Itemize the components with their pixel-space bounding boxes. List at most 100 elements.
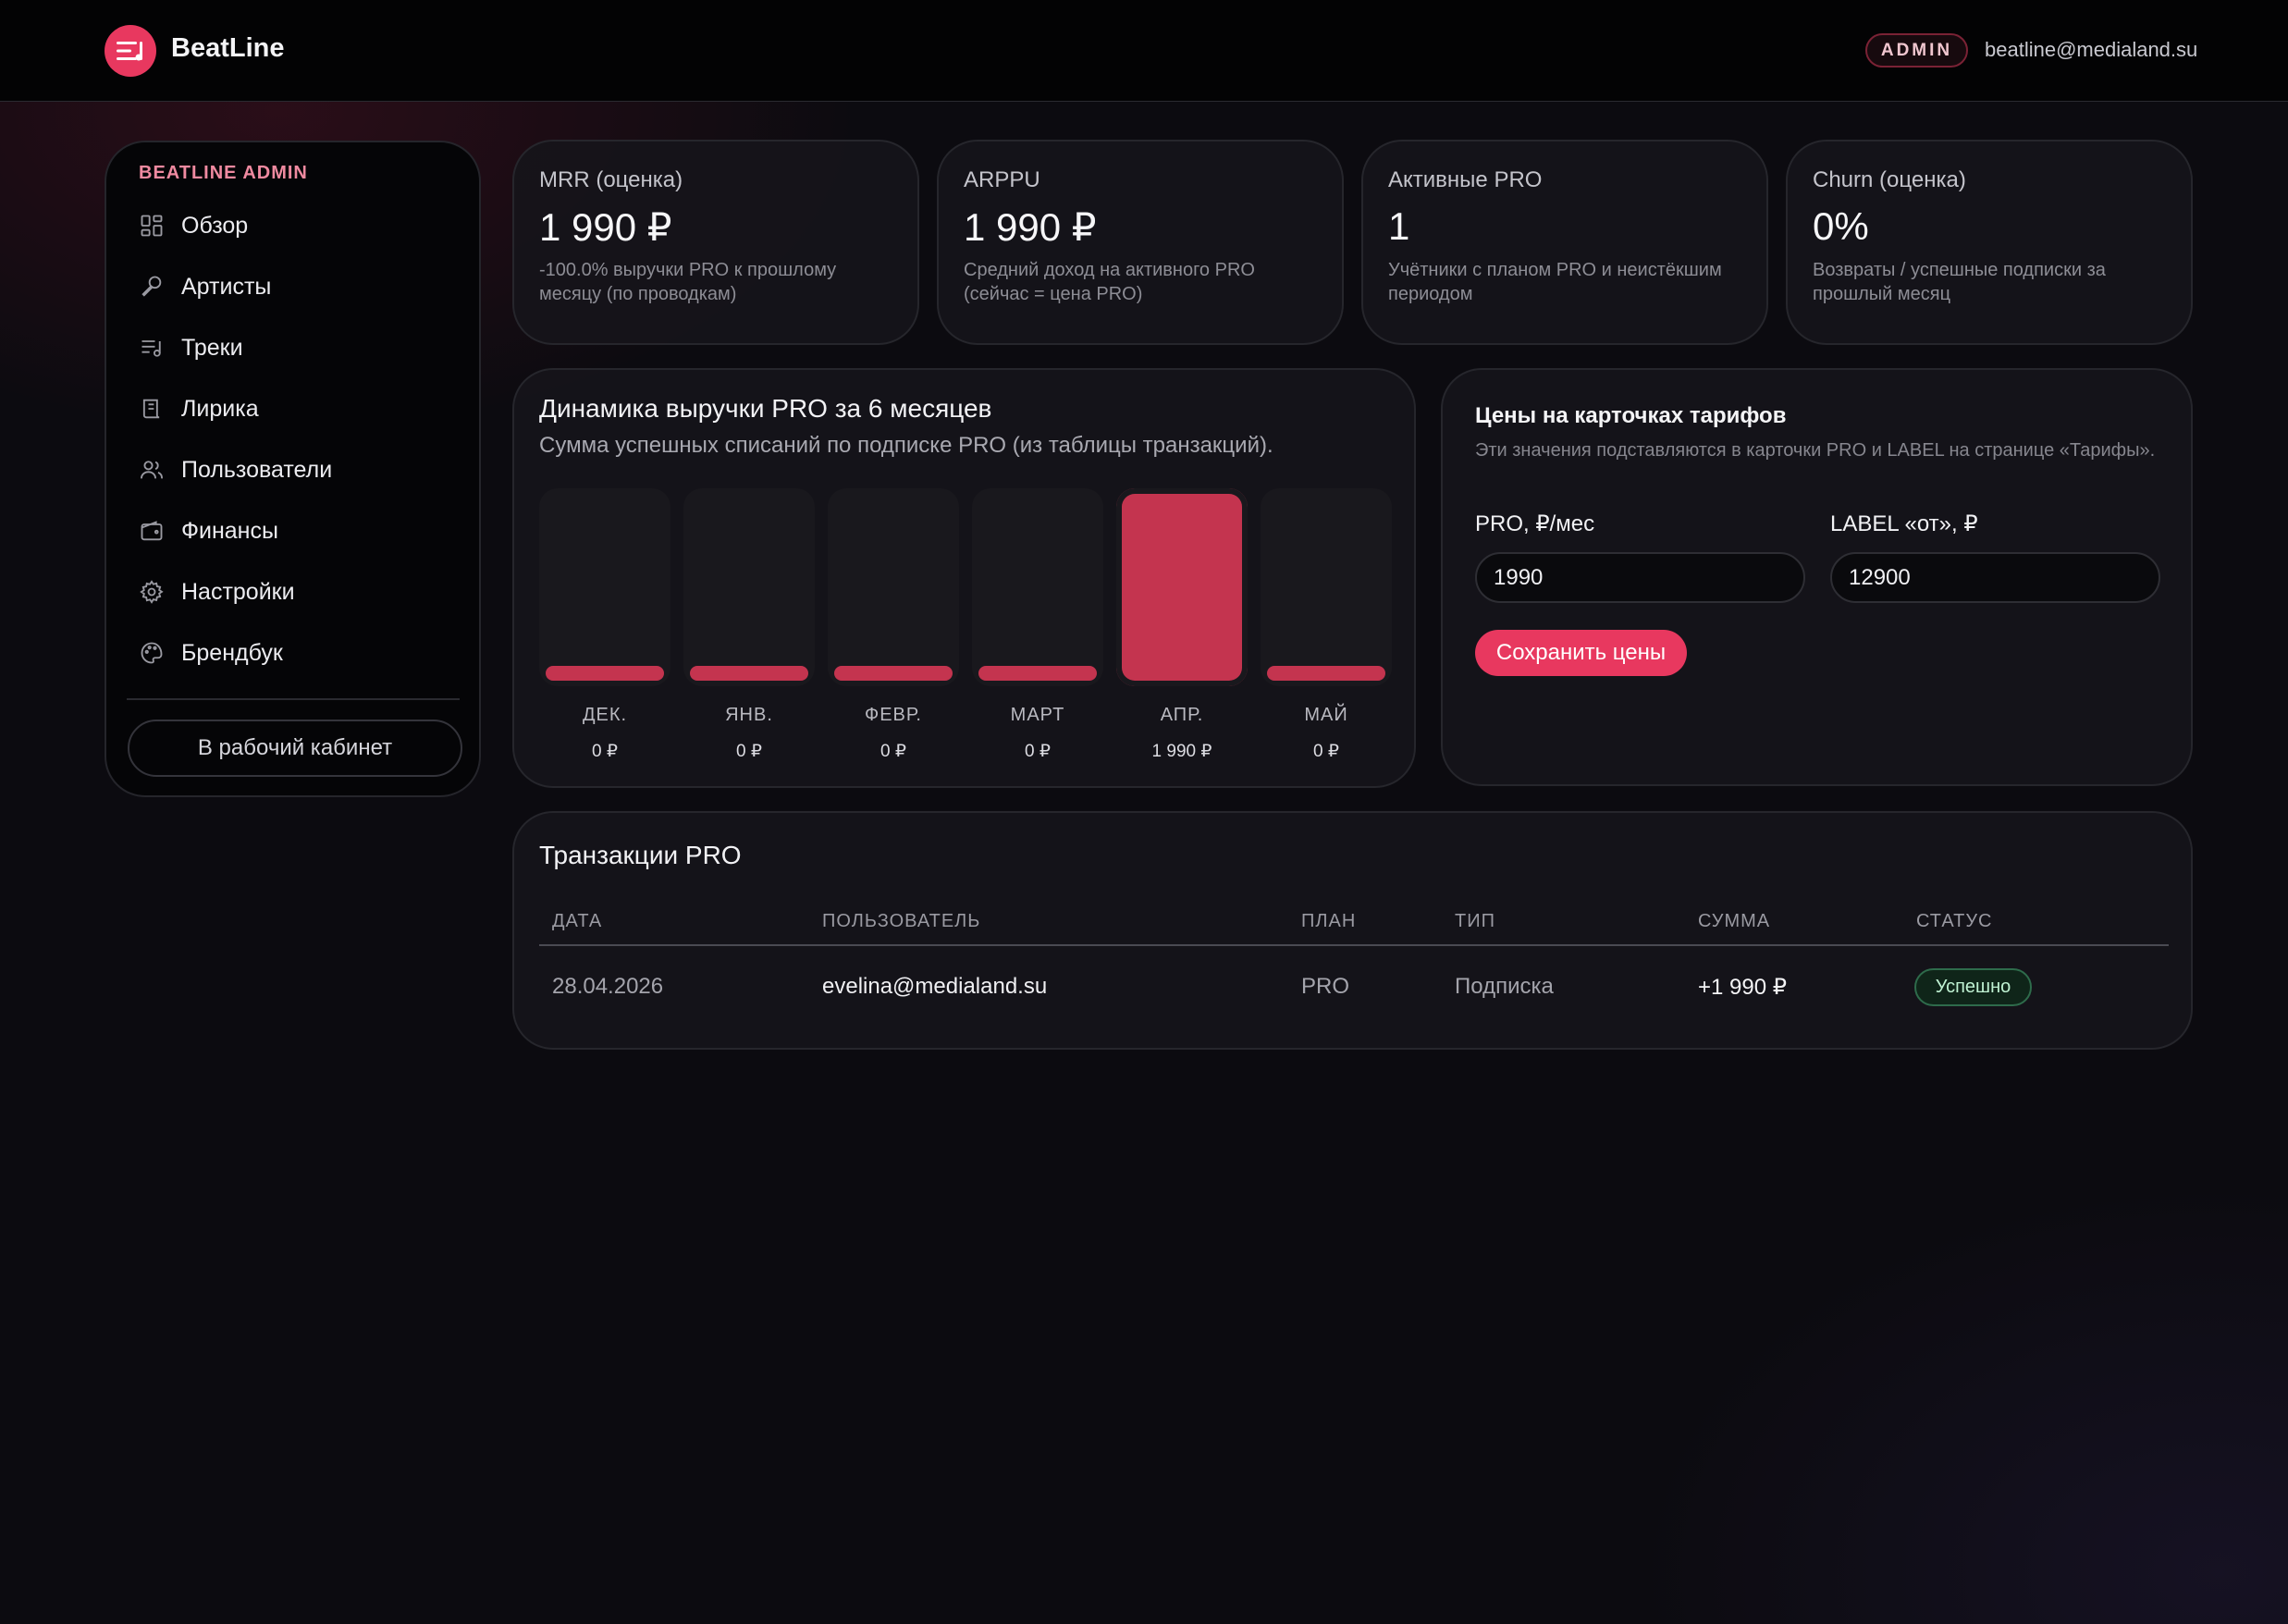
grid-icon: [141, 215, 163, 237]
column-header-date[interactable]: ДАТА: [552, 911, 603, 931]
bar-value-label: 0 ₽: [736, 742, 762, 761]
bar-column[interactable]: [539, 488, 670, 686]
bar: [690, 666, 808, 681]
sidebar-title: BEATLINE ADMIN: [139, 163, 308, 183]
row-amount: +1 990 ₽: [1698, 975, 1788, 1000]
column-header-user[interactable]: ПОЛЬЗОВАТЕЛЬ: [822, 911, 981, 931]
label-price-input[interactable]: [1830, 552, 2160, 603]
column-header-type[interactable]: ТИП: [1455, 911, 1495, 931]
column-header-amount[interactable]: СУММА: [1698, 911, 1771, 931]
sidebar-item-label: Настройки: [181, 578, 295, 605]
scroll-icon: [142, 399, 160, 419]
column-header-status[interactable]: СТАТУС: [1916, 911, 1993, 931]
bar: [1116, 488, 1248, 686]
wallet-icon: [141, 521, 163, 541]
bar: [1267, 666, 1385, 681]
user-email[interactable]: beatline@medialand.su: [1985, 38, 2198, 61]
top-bar: BeatLine ADMIN beatline@medialand.su: [0, 0, 2288, 102]
stat-card-mrr: MRR (оценка) 1 990 ₽ -100.0% выручки PRO…: [512, 140, 919, 345]
stat-label: MRR (оценка): [539, 167, 683, 192]
row-type: Подписка: [1455, 974, 1554, 999]
save-prices-button[interactable]: Сохранить цены: [1475, 630, 1687, 676]
bar-month-label: ДЕК.: [582, 705, 628, 725]
bar-column[interactable]: [828, 488, 959, 686]
gear-icon: [140, 580, 164, 604]
sidebar-divider: [127, 698, 460, 700]
sidebar-item-tracks[interactable]: Треки: [139, 326, 444, 369]
stat-value: 1 990 ₽: [539, 205, 672, 249]
bar-column[interactable]: [1116, 488, 1248, 686]
bar-column[interactable]: [683, 488, 815, 686]
sidebar: BEATLINE ADMIN Обзор Артисты Треки Лирик…: [105, 141, 481, 797]
bar-month-label: ЯНВ.: [725, 705, 773, 725]
sidebar-item-finance[interactable]: Финансы: [139, 510, 444, 552]
stat-description: Учётники с планом PRO и неистёкшим перио…: [1388, 260, 1722, 304]
sidebar-item-label: Треки: [181, 334, 243, 361]
table-header-divider: [539, 944, 2169, 946]
sidebar-item-label: Обзор: [181, 212, 249, 239]
pro-price-label: PRO, ₽/мес: [1475, 511, 1595, 536]
sidebar-item-label: Брендбук: [181, 639, 283, 666]
role-badge: ADMIN: [1865, 33, 1968, 68]
sidebar-item-label: Финансы: [181, 517, 278, 544]
bar-column[interactable]: [972, 488, 1103, 686]
stat-label: ARPPU: [964, 167, 1040, 192]
bar-track: [1261, 488, 1392, 686]
chart-title: Динамика выручки PRO за 6 месяцев: [539, 394, 992, 423]
menu-lines-icon: [117, 42, 142, 61]
bar-month-label: ФЕВР.: [864, 705, 922, 725]
bar-column[interactable]: [1261, 488, 1392, 686]
pro-price-input[interactable]: [1475, 552, 1805, 603]
row-user: evelina@medialand.su: [822, 974, 1048, 999]
bar-value-label: 0 ₽: [1025, 742, 1051, 761]
sidebar-item-lyrics[interactable]: Лирика: [139, 388, 444, 430]
microphone-icon: [141, 276, 162, 297]
revenue-chart-card: Динамика выручки PRO за 6 месяцев Сумма …: [512, 368, 1416, 788]
tracklist-icon: [141, 340, 161, 357]
workspace-button[interactable]: В рабочий кабинет: [128, 720, 462, 777]
stat-card-arppu: ARPPU 1 990 ₽ Средний доход на активного…: [937, 140, 1344, 345]
column-header-plan[interactable]: ПЛАН: [1301, 911, 1357, 931]
sidebar-item-label: Пользователи: [181, 456, 333, 483]
bar-track: [828, 488, 959, 686]
pricing-title: Цены на карточках тарифов: [1475, 403, 1787, 428]
status-badge: Успешно: [1914, 968, 2032, 1006]
stat-label: Churn (оценка): [1813, 167, 1966, 192]
bar: [834, 666, 953, 681]
stat-value: 1 990 ₽: [964, 205, 1097, 249]
row-plan: PRO: [1301, 974, 1350, 999]
stat-card-active-pro: Активные PRO 1 Учётники с планом PRO и н…: [1361, 140, 1768, 345]
bar-month-label: МАРТ: [1010, 705, 1065, 725]
sidebar-item-label: Лирика: [181, 395, 259, 422]
sidebar-item-overview[interactable]: Обзор: [139, 204, 444, 247]
bar: [978, 666, 1097, 681]
bar-month-label: МАЙ: [1304, 705, 1348, 725]
label-price-label: LABEL «от», ₽: [1830, 511, 1978, 536]
bar-month-label: АПР.: [1160, 705, 1204, 725]
logo[interactable]: [105, 25, 156, 77]
transactions-title: Транзакции PRO: [539, 841, 742, 869]
chart-subtitle: Сумма успешных списаний по подписке PRO …: [539, 433, 1273, 458]
stat-description: Средний доход на активного PRO (сейчас =…: [964, 260, 1255, 304]
sidebar-item-brandbook[interactable]: Брендбук: [139, 632, 444, 674]
bar: [546, 666, 664, 681]
users-icon: [140, 461, 164, 479]
bar-value-label: 0 ₽: [592, 742, 618, 761]
stat-label: Активные PRO: [1388, 167, 1543, 192]
stat-value: 1: [1388, 204, 1410, 248]
bar-value-label: 0 ₽: [880, 742, 906, 761]
pricing-description: Эти значения подставляются в карточки PR…: [1475, 440, 2156, 461]
stat-card-churn: Churn (оценка) 0% Возвраты / успешные по…: [1786, 140, 2193, 345]
sidebar-item-artists[interactable]: Артисты: [139, 265, 444, 308]
sidebar-item-settings[interactable]: Настройки: [139, 571, 444, 613]
sidebar-item-label: Артисты: [181, 273, 272, 300]
brand-name: BeatLine: [171, 33, 285, 63]
sidebar-item-users[interactable]: Пользователи: [139, 449, 444, 491]
palette-icon: [141, 642, 163, 664]
row-date: 28.04.2026: [552, 974, 664, 999]
transactions-card: Транзакции PRO ДАТА ПОЛЬЗОВАТЕЛЬ ПЛАН ТИ…: [512, 811, 2193, 1050]
bar-track: [683, 488, 815, 686]
bar-track: [972, 488, 1103, 686]
bar-value-label: 0 ₽: [1313, 742, 1339, 761]
bar-value-label: 1 990 ₽: [1151, 742, 1212, 761]
